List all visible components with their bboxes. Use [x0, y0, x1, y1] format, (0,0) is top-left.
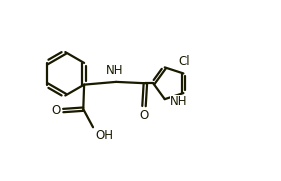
- Text: H: H: [112, 66, 120, 76]
- Text: O: O: [51, 104, 60, 117]
- Text: OH: OH: [95, 129, 113, 142]
- Text: NH: NH: [105, 64, 123, 77]
- Text: N: N: [108, 66, 116, 76]
- Text: O: O: [139, 109, 149, 122]
- Text: Cl: Cl: [178, 55, 190, 68]
- Text: NH: NH: [170, 95, 187, 108]
